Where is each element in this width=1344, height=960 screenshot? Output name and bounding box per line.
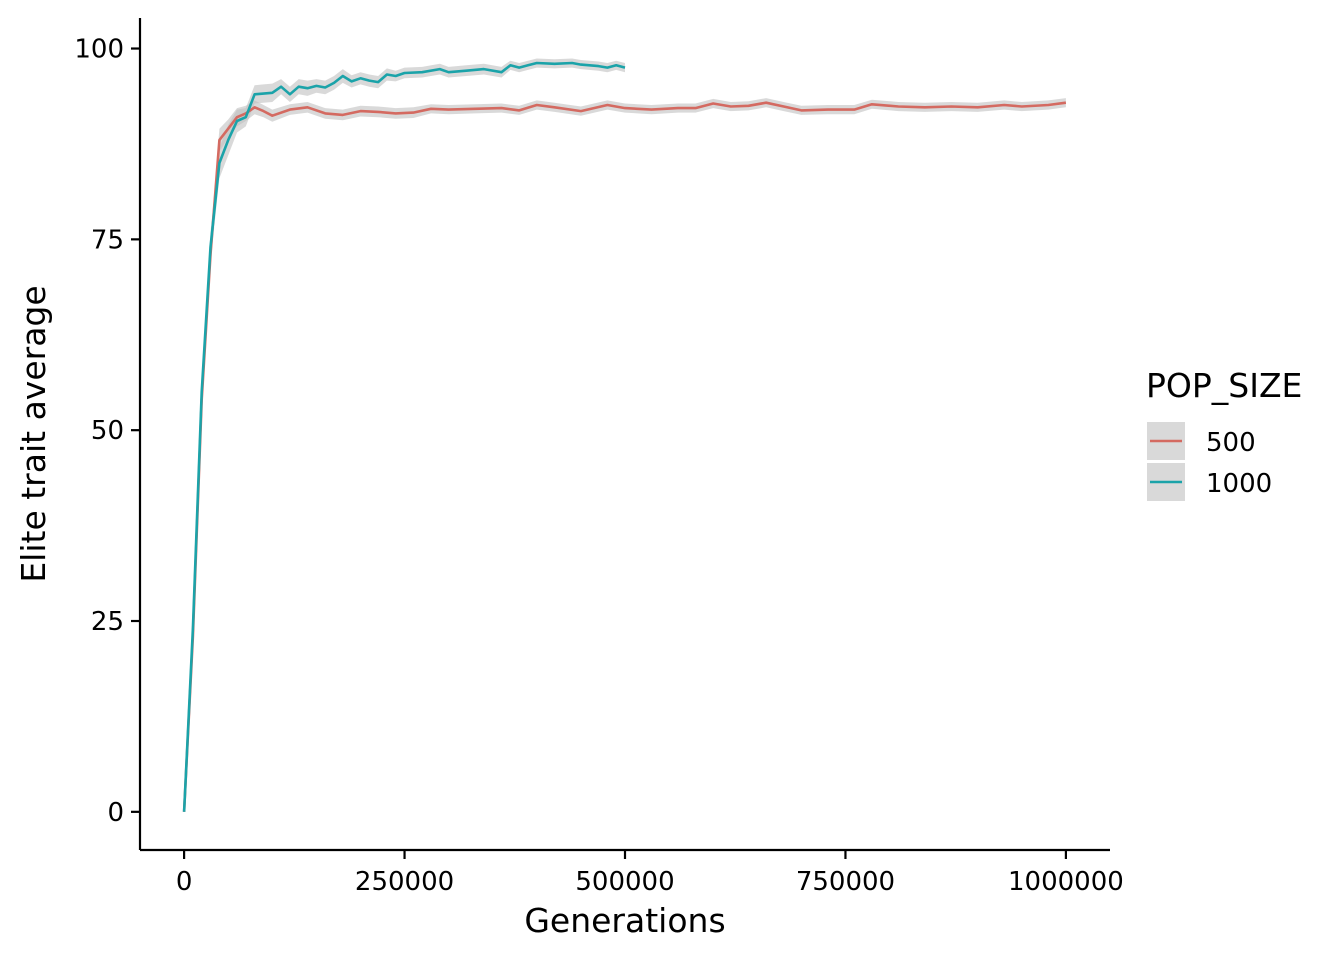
- y-tick-label: 75: [91, 225, 124, 255]
- ribbon-1000: [184, 58, 625, 812]
- series-line-1000: [182, 61, 626, 812]
- x-tick-label: 250000: [355, 867, 454, 897]
- legend-label-1000: 1000: [1206, 469, 1272, 499]
- y-tick-label: 0: [107, 798, 124, 828]
- x-axis-title: Generations: [524, 901, 725, 940]
- x-tick-label: 500000: [575, 867, 674, 897]
- x-tick-label: 1000000: [1008, 867, 1124, 897]
- confidence-ribbons: [184, 58, 1066, 812]
- x-tick-label: 750000: [796, 867, 895, 897]
- y-tick-label: 100: [74, 35, 124, 65]
- legend-title: POP_SIZE: [1146, 366, 1302, 405]
- y-axis-title: Elite trait average: [14, 285, 53, 582]
- legend-label-500: 500: [1206, 428, 1256, 458]
- legend: POP_SIZE 500 1000: [1146, 366, 1302, 501]
- x-tick-label: 0: [176, 867, 193, 897]
- x-axis-ticks: 0 250000 500000 750000 1000000: [176, 850, 1124, 897]
- y-axis-ticks: 0 25 50 75 100: [74, 35, 140, 828]
- ribbon-500: [184, 98, 1066, 812]
- y-tick-label: 25: [91, 607, 124, 637]
- y-tick-label: 50: [91, 416, 124, 446]
- series-lines: [182, 61, 1067, 812]
- series-line-500: [182, 101, 1067, 812]
